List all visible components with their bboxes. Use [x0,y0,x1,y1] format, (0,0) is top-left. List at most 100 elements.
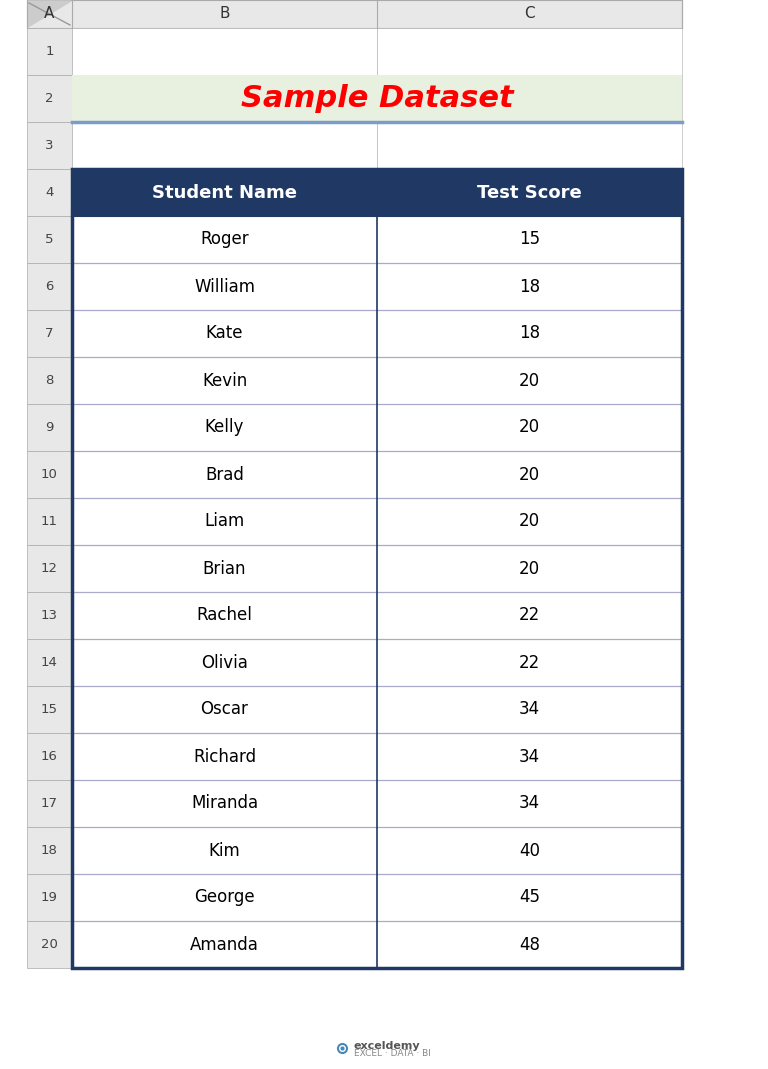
Bar [377,404,682,451]
Text: 34: 34 [519,747,540,765]
Bar [72,169,682,969]
Text: 13: 13 [41,609,58,622]
Bar [377,921,682,969]
Bar [72,733,377,780]
Text: 20: 20 [519,559,540,577]
Bar [377,263,682,310]
Text: 18: 18 [519,278,540,295]
Bar [27,780,72,827]
Text: exceldemy: exceldemy [354,1041,421,1051]
Bar [377,639,682,686]
Text: 20: 20 [519,512,540,530]
Text: 18: 18 [41,845,58,857]
Text: 1: 1 [45,45,54,58]
Bar [72,28,377,75]
Text: 20: 20 [41,938,58,951]
Bar [72,75,682,122]
Bar [377,169,682,216]
Text: Brad: Brad [205,465,244,483]
Text: Rachel: Rachel [197,606,253,624]
Text: Oscar: Oscar [200,700,248,718]
Bar [72,169,682,969]
Text: 12: 12 [41,562,58,575]
Bar [72,216,377,263]
Bar [27,263,72,310]
Text: Miranda: Miranda [191,794,258,812]
Bar [377,592,682,639]
Text: 10: 10 [41,468,58,481]
Bar [377,733,682,780]
Bar [72,122,377,169]
Bar [377,216,682,263]
Bar [27,310,72,357]
Text: B: B [219,6,230,21]
Bar [72,169,377,216]
Bar [72,827,377,874]
Bar [27,122,72,169]
Bar [27,498,72,545]
Bar [377,310,682,357]
Text: Test Score: Test Score [477,184,582,201]
Text: 2: 2 [45,92,54,105]
Bar [72,310,377,357]
Text: 22: 22 [519,606,540,624]
Text: 20: 20 [519,372,540,389]
Bar [27,592,72,639]
Text: 19: 19 [41,890,58,904]
Text: William: William [194,278,255,295]
Bar [27,451,72,498]
Text: Sample Dataset: Sample Dataset [240,84,513,113]
Bar [27,169,72,216]
Text: 15: 15 [41,703,58,716]
Text: 9: 9 [45,421,54,434]
Text: 6: 6 [45,280,54,293]
Text: C: C [525,6,535,21]
Text: 18: 18 [519,325,540,342]
Bar [72,263,377,310]
Bar [377,75,682,122]
Text: 17: 17 [41,797,58,810]
Bar [72,169,682,216]
Bar [377,780,682,827]
Bar [72,498,377,545]
Bar [27,357,72,404]
Text: 4: 4 [45,186,54,199]
Text: Kelly: Kelly [205,418,244,436]
Bar [27,733,72,780]
Text: 20: 20 [519,465,540,483]
Text: 48: 48 [519,935,540,954]
Bar [377,357,682,404]
Text: Kevin: Kevin [202,372,247,389]
Text: 3: 3 [45,139,54,152]
Text: Olivia: Olivia [201,653,248,671]
Bar [72,357,377,404]
Text: 20: 20 [519,418,540,436]
Bar [27,921,72,969]
Text: 22: 22 [519,653,540,671]
Text: 34: 34 [519,700,540,718]
Bar [377,498,682,545]
Bar [377,122,682,169]
Text: 34: 34 [519,794,540,812]
Text: 8: 8 [45,374,54,387]
Text: 16: 16 [41,750,58,763]
Bar [27,686,72,733]
Bar [27,28,72,75]
Text: Liam: Liam [204,512,245,530]
Text: Amanda: Amanda [190,935,259,954]
Bar [377,28,682,75]
Polygon shape [28,1,71,27]
Bar [27,545,72,592]
Bar [27,0,682,28]
Text: EXCEL · DATA · BI: EXCEL · DATA · BI [354,1049,431,1057]
Text: 5: 5 [45,233,54,246]
Text: Kim: Kim [209,841,240,859]
Bar [27,639,72,686]
Bar [377,545,682,592]
Text: Roger: Roger [200,231,249,248]
Text: Richard: Richard [193,747,256,765]
Text: Kate: Kate [206,325,243,342]
Text: 11: 11 [41,515,58,528]
Bar [377,686,682,733]
Text: 40: 40 [519,841,540,859]
